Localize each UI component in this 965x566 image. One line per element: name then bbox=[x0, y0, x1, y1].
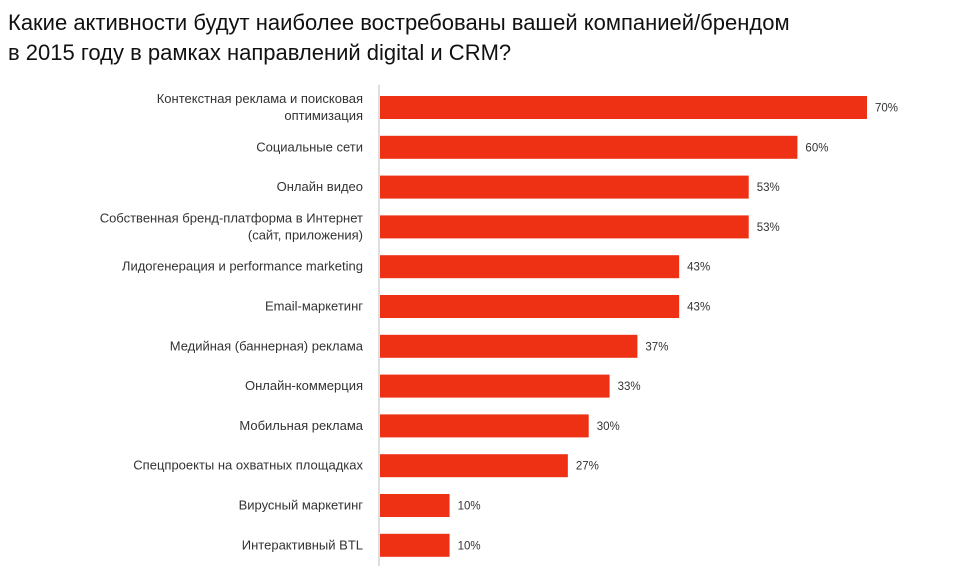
bar bbox=[380, 494, 450, 517]
category-label-line: Медийная (баннерная) реклама bbox=[170, 338, 364, 353]
bar bbox=[380, 334, 638, 358]
bar bbox=[380, 215, 749, 239]
category-label-line: Email-маркетинг bbox=[265, 299, 363, 314]
category-label: Интерактивный BTL bbox=[242, 537, 363, 552]
category-label-line: Лидогенерация и performance marketing bbox=[122, 259, 363, 274]
category-label: Вирусный маркетинг bbox=[239, 498, 364, 513]
data-label: 43% bbox=[687, 302, 710, 314]
data-label: 10% bbox=[458, 501, 481, 513]
category-label-line: Социальные сети bbox=[256, 139, 363, 154]
data-label: 33% bbox=[618, 381, 641, 393]
category-label: Онлайн-коммерция bbox=[245, 378, 363, 393]
category-label-line: оптимизация bbox=[284, 108, 363, 123]
bar bbox=[380, 454, 568, 478]
bar bbox=[380, 414, 589, 438]
data-label: 70% bbox=[875, 103, 898, 115]
bar bbox=[380, 295, 680, 318]
bar bbox=[380, 533, 450, 557]
data-label: 53% bbox=[757, 222, 780, 234]
bar bbox=[380, 135, 798, 159]
data-label: 10% bbox=[458, 540, 481, 552]
chart-title-line-1: Какие активности будут наиболее востребо… bbox=[8, 10, 790, 35]
category-label-line: Мобильная реклама bbox=[239, 418, 363, 433]
category-label-line: Спецпроекты на охватных площадках bbox=[133, 458, 363, 473]
category-label: Онлайн видео bbox=[277, 179, 363, 194]
category-label: Мобильная реклама bbox=[239, 418, 363, 433]
category-label-line: Онлайн видео bbox=[277, 179, 363, 194]
data-label: 53% bbox=[757, 182, 780, 194]
category-label: Медийная (баннерная) реклама bbox=[170, 338, 364, 353]
bar bbox=[380, 175, 749, 199]
category-label: Спецпроекты на охватных площадках bbox=[133, 458, 363, 473]
data-label: 60% bbox=[805, 142, 828, 154]
category-label: Социальные сети bbox=[256, 139, 363, 154]
bar bbox=[380, 255, 680, 279]
data-label: 37% bbox=[645, 341, 668, 353]
category-label: Контекстная реклама и поисковая оптимизац… bbox=[157, 91, 363, 123]
category-label-line: Интерактивный BTL bbox=[242, 537, 363, 552]
category-label: Email-маркетинг bbox=[265, 299, 363, 314]
category-label: Собственная бренд-платформа в Интернет (с… bbox=[100, 210, 363, 242]
bar bbox=[380, 96, 867, 119]
category-label-line: Вирусный маркетинг bbox=[239, 498, 364, 513]
category-label-line: (сайт, приложения) bbox=[248, 227, 363, 242]
data-label: 27% bbox=[576, 461, 599, 473]
category-label: Лидогенерация и performance marketing bbox=[122, 259, 363, 274]
category-label-line: Контекстная реклама и поисковая bbox=[157, 91, 363, 106]
category-label-line: Собственная бренд-платформа в Интернет bbox=[100, 210, 363, 225]
category-label-line: Онлайн-коммерция bbox=[245, 378, 363, 393]
chart-title-line-2: в 2015 году в рамках направлений digital… bbox=[8, 40, 512, 65]
data-label: 30% bbox=[597, 421, 620, 433]
bar bbox=[380, 374, 610, 398]
data-label: 43% bbox=[687, 262, 710, 274]
chart-title: Какие активности будут наиболее востребо… bbox=[8, 8, 948, 68]
